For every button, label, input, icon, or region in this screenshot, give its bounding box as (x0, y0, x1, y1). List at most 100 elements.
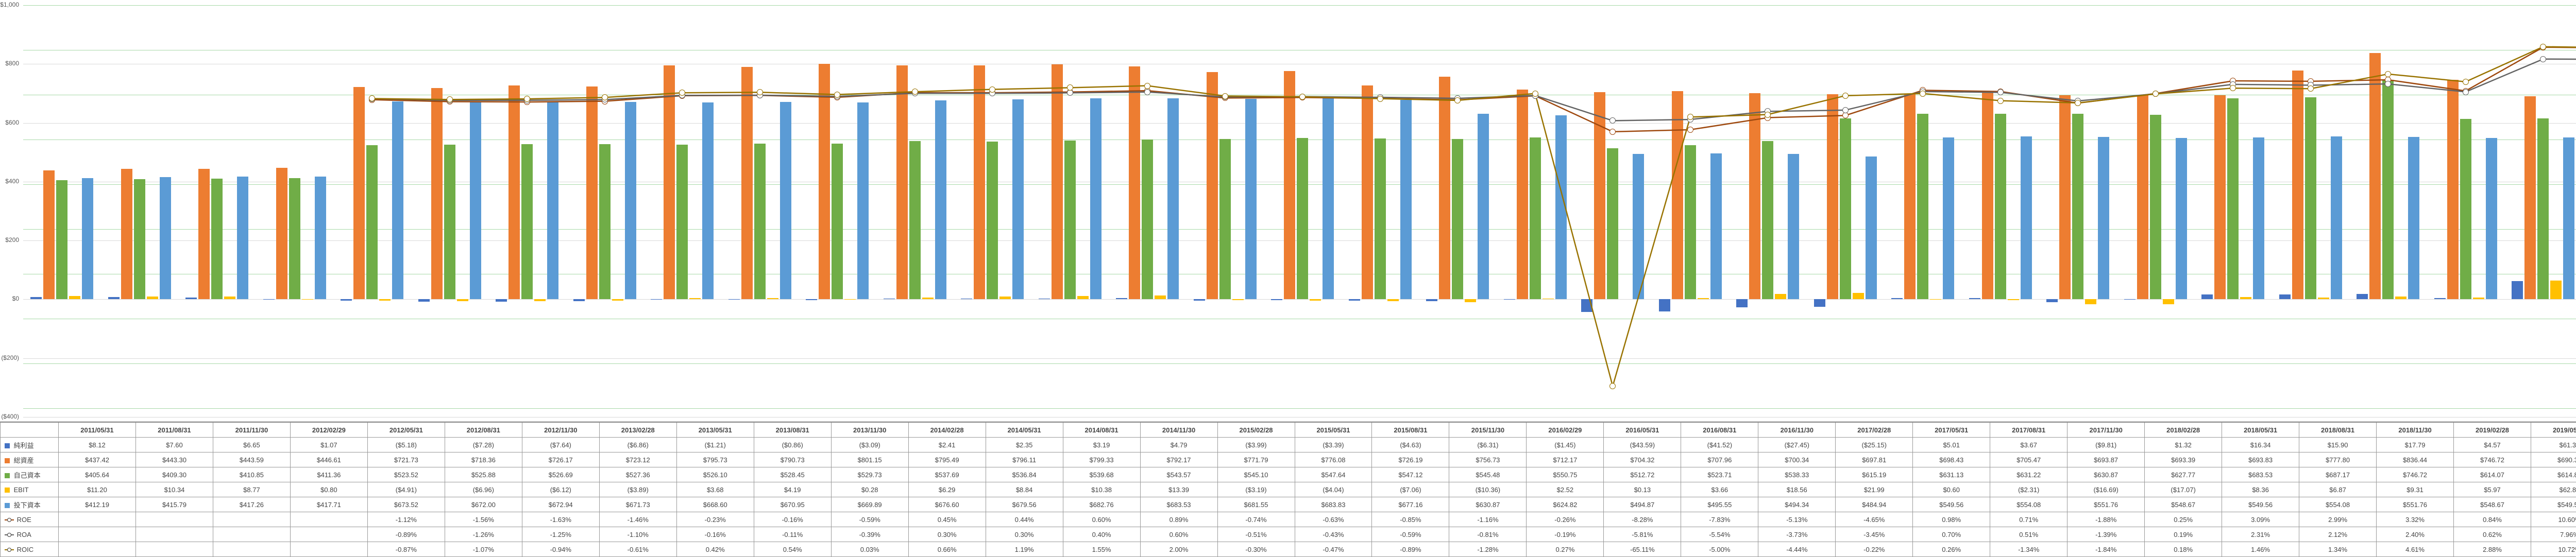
table-col-header: 2014/02/28 (908, 423, 986, 438)
table-cell: ($27.45) (1758, 438, 1836, 452)
marker-ROIC (602, 94, 608, 100)
table-cell: 0.60% (1140, 527, 1217, 542)
table-cell: ($6.86) (599, 438, 676, 452)
table-cell: 0.27% (1527, 542, 1604, 557)
table-cell: 0.89% (1140, 512, 1217, 527)
table-cell: $693.83 (2222, 452, 2299, 467)
table-cell: 0.60% (1063, 512, 1140, 527)
table-cell: -1.28% (1449, 542, 1527, 557)
marker-ROIC (2463, 79, 2469, 85)
table-cell: $679.56 (986, 497, 1063, 512)
table-cell: $614.07 (2454, 467, 2531, 482)
table-cell: $415.79 (135, 497, 213, 512)
table-cell (59, 527, 136, 542)
table-cell (290, 527, 367, 542)
marker-ROIC (1454, 97, 1461, 103)
table-cell: $4.57 (2454, 438, 2531, 452)
table-cell: $548.67 (2454, 497, 2531, 512)
table-cell: $795.73 (676, 452, 754, 467)
table-cell: -65.11% (1604, 542, 1681, 557)
table-col-header: 2013/05/31 (676, 423, 754, 438)
table-row-header: 純利益 (1, 438, 59, 452)
table-cell: $443.59 (213, 452, 290, 467)
line-layer (23, 5, 2576, 417)
y-left-tick: $600 (5, 119, 19, 126)
table-cell: $624.82 (1527, 497, 1604, 512)
table-cell: -4.65% (1836, 512, 1913, 527)
marker-ROIC (1997, 98, 2004, 104)
table-col-header: 2018/08/31 (2299, 423, 2377, 438)
table-cell: 0.54% (754, 542, 831, 557)
table-cell: -1.26% (445, 527, 522, 542)
table-cell: $718.36 (445, 452, 522, 467)
table-cell: $417.71 (290, 497, 367, 512)
table-cell: ($41.52) (1681, 438, 1758, 452)
table-cell: -0.63% (1295, 512, 1372, 527)
table-cell: $446.61 (290, 452, 367, 467)
table-cell: 10.72% (2531, 542, 2576, 557)
table-cell: -1.07% (445, 542, 522, 557)
table-cell: $1.07 (290, 438, 367, 452)
table-cell: $0.28 (831, 482, 908, 497)
table-cell: ($7.28) (445, 438, 522, 452)
table-cell: $795.49 (908, 452, 986, 467)
y-left-tick: $0 (12, 295, 19, 302)
table-cell: 2.00% (1140, 542, 1217, 557)
table-cell: $62.88 (2531, 482, 2576, 497)
table-cell: ($16.69) (2067, 482, 2145, 497)
table-cell: 0.71% (1990, 512, 2067, 527)
table-cell: $707.96 (1681, 452, 1758, 467)
marker-ROIC (2153, 91, 2159, 97)
table-cell: -3.73% (1758, 527, 1836, 542)
table-cell (213, 542, 290, 557)
table-cell: ($7.06) (1372, 482, 1449, 497)
table-cell: -1.25% (522, 527, 599, 542)
table-cell: 0.30% (986, 527, 1063, 542)
table-cell: $523.52 (367, 467, 445, 482)
table-cell: $523.71 (1681, 467, 1758, 482)
table-cell: $631.13 (1913, 467, 1990, 482)
table-cell: $693.39 (2145, 452, 2222, 467)
table-cell: 2.31% (2222, 527, 2299, 542)
table-cell: -0.81% (1449, 527, 1527, 542)
table-col-header: 2018/05/31 (2222, 423, 2299, 438)
table-cell: $6.65 (213, 438, 290, 452)
table-col-header: 2017/08/31 (1990, 423, 2067, 438)
marker-ROIC (524, 96, 530, 102)
marker-ROA (2385, 81, 2391, 87)
table-cell: $494.34 (1758, 497, 1836, 512)
table-cell: $8.84 (986, 482, 1063, 497)
marker-ROA (2540, 56, 2546, 62)
table-row-header: 自己資本 (1, 467, 59, 482)
table-cell: -0.22% (1836, 542, 1913, 557)
table-cell: -1.34% (1990, 542, 2067, 557)
marker-ROIC (679, 90, 685, 96)
table-cell: ($2.31) (1990, 482, 2067, 497)
marker-ROIC (1222, 93, 1228, 99)
table-row-header: 総資産 (1, 452, 59, 467)
marker-ROIC (757, 89, 763, 95)
marker-ROA (1997, 89, 2004, 95)
plot-area: $1,000$800$600$400$200$0($200)($400)20.0… (23, 5, 2576, 417)
table-cell: $10.34 (135, 482, 213, 497)
table-row-header: ROA (1, 527, 59, 542)
table-col-header: 2015/08/31 (1372, 423, 1449, 438)
table-cell: ($4.91) (367, 482, 445, 497)
table-cell (290, 512, 367, 527)
table-cell: $2.41 (908, 438, 986, 452)
table-col-header: 2016/11/30 (1758, 423, 1836, 438)
table-cell: -0.85% (1372, 512, 1449, 527)
table-cell: $554.08 (1990, 497, 2067, 512)
table-cell: 2.12% (2299, 527, 2377, 542)
table-cell: $3.68 (676, 482, 754, 497)
table-row-header: ROE (1, 512, 59, 527)
table-cell: $529.73 (831, 467, 908, 482)
table-cell: $549.56 (2222, 497, 2299, 512)
table-cell: $554.08 (2299, 497, 2377, 512)
table-cell: -0.47% (1295, 542, 1372, 557)
table-col-header: 2015/11/30 (1449, 423, 1527, 438)
marker-ROIC (1609, 383, 1616, 389)
table-col-header: 2017/05/31 (1913, 423, 1990, 438)
table-cell: $726.19 (1372, 452, 1449, 467)
y-left-tick: ($200) (1, 354, 19, 361)
